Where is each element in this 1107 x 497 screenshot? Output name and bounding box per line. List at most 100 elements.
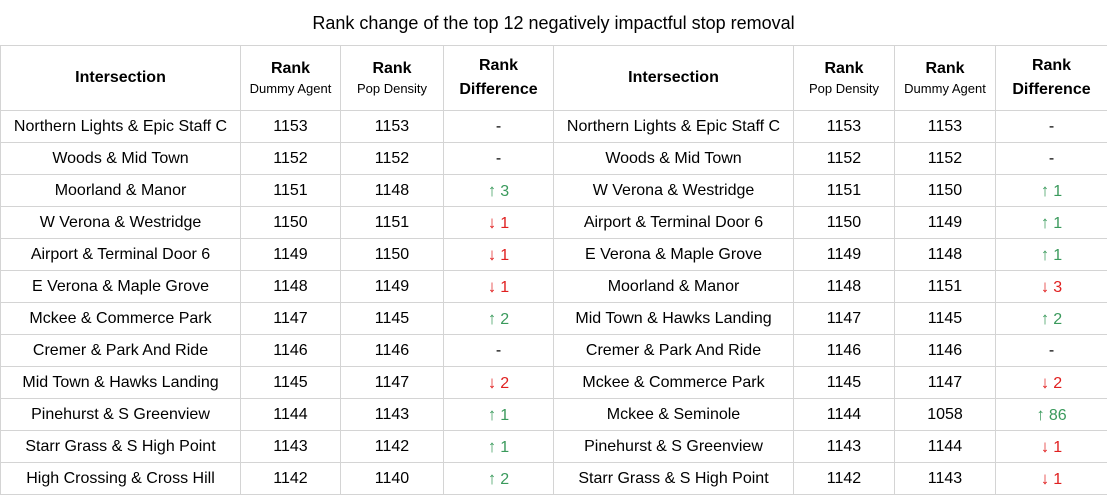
arrow-down-icon: ↓ xyxy=(1040,372,1050,392)
right-rank-pop-cell: 1145 xyxy=(793,366,895,399)
right-rank-dummy-cell: 1058 xyxy=(894,398,996,431)
rank-difference-value: 2 xyxy=(1053,374,1063,392)
left-rank-difference-cell: ↓ 1 xyxy=(443,270,554,303)
left-rank-dummy-cell: 1151 xyxy=(240,174,341,207)
left-rank-pop-cell: 1151 xyxy=(340,206,444,239)
right-intersection-cell: Mckee & Seminole xyxy=(553,398,794,431)
left-rank-difference-cell: - xyxy=(443,142,554,175)
left-intersection-cell: Mckee & Commerce Park xyxy=(0,302,241,335)
left-rank-pop-cell: 1147 xyxy=(340,366,444,399)
right-intersection-header: Intersection xyxy=(553,46,794,111)
arrow-up-icon: ↑ xyxy=(1040,212,1050,232)
table-title: Rank change of the top 12 negatively imp… xyxy=(0,0,1107,46)
arrow-up-icon: ↑ xyxy=(487,180,497,200)
right-rank-dummy-cell: 1145 xyxy=(894,302,996,335)
arrow-up-icon: ↑ xyxy=(1036,404,1045,424)
right-rank-dummy-cell: 1150 xyxy=(894,174,996,207)
right-rank-difference-cell: ↓ 2 xyxy=(995,366,1107,399)
rank-difference-value: 86 xyxy=(1048,406,1067,424)
right-rank-difference-cell: - xyxy=(995,142,1107,175)
left-rank-difference-cell: ↑ 3 xyxy=(443,174,554,207)
left-rank-dummy-cell: 1144 xyxy=(240,398,341,431)
arrow-up-icon: ↑ xyxy=(1040,308,1050,328)
left-rank-difference-header: Rank Difference xyxy=(443,46,554,111)
rank-difference-value: 1 xyxy=(1053,182,1063,200)
rank-difference-value: 1 xyxy=(1053,246,1063,264)
right-rank-pop-cell: 1152 xyxy=(793,142,895,175)
left-intersection-cell: Northern Lights & Epic Staff C xyxy=(0,110,241,143)
arrow-down-icon: ↓ xyxy=(1040,436,1050,456)
right-rank-pop-cell: 1153 xyxy=(793,110,895,143)
rank-difference-value: 3 xyxy=(500,182,510,200)
arrow-up-icon: ↑ xyxy=(1040,180,1050,200)
arrow-up-icon: ↑ xyxy=(487,468,497,488)
left-intersection-cell: Woods & Mid Town xyxy=(0,142,241,175)
right-rank-pop-cell: 1150 xyxy=(793,206,895,239)
rank-difference-value: 1 xyxy=(500,438,510,456)
rank-difference-value: 2 xyxy=(500,470,510,488)
left-rank-pop-header: Rank Pop Density xyxy=(340,46,444,111)
right-rank-difference-cell: ↑ 86 xyxy=(995,398,1107,431)
left-rank-pop-cell: 1150 xyxy=(340,238,444,271)
left-intersection-cell: Pinehurst & S Greenview xyxy=(0,398,241,431)
right-rank-pop-cell: 1143 xyxy=(793,430,895,463)
left-rank-dummy-cell: 1149 xyxy=(240,238,341,271)
rank-difference-value: 1 xyxy=(500,214,510,232)
left-rank-dummy-cell: 1142 xyxy=(240,462,341,495)
left-rank-pop-cell: 1142 xyxy=(340,430,444,463)
right-rank-dummy-cell: 1147 xyxy=(894,366,996,399)
table-row: Cremer & Park And Ride 1146 1146- Cremer & … xyxy=(0,334,1107,367)
right-rank-difference-cell: ↑ 1 xyxy=(995,238,1107,271)
right-rank-difference-cell: - xyxy=(995,334,1107,367)
rank-difference-value: 1 xyxy=(1053,470,1063,488)
rank-difference-value: - xyxy=(1048,341,1055,359)
table-row: High Crossing & Cross Hill 1142 1140 ↑ 2 Star… xyxy=(0,462,1107,495)
rank-difference-value: - xyxy=(495,117,502,135)
left-rank-dummy-header: Rank Dummy Agent xyxy=(240,46,341,111)
right-rank-difference-cell: ↓ 3 xyxy=(995,270,1107,303)
table-row: Starr Grass & S High Point 1143 1142 ↑ 1 Pine… xyxy=(0,430,1107,463)
left-rank-pop-cell: 1153 xyxy=(340,110,444,143)
left-rank-difference-cell: ↑ 2 xyxy=(443,462,554,495)
left-rank-dummy-cell: 1147 xyxy=(240,302,341,335)
left-intersection-cell: W Verona & Westridge xyxy=(0,206,241,239)
table-row: Moorland & Manor 1151 1148 ↑ 3 W Verona & Wes… xyxy=(0,174,1107,207)
left-intersection-cell: Airport & Terminal Door 6 xyxy=(0,238,241,271)
right-rank-dummy-cell: 1152 xyxy=(894,142,996,175)
left-rank-pop-cell: 1149 xyxy=(340,270,444,303)
rank-difference-value: 1 xyxy=(500,406,510,424)
right-rank-dummy-cell: 1148 xyxy=(894,238,996,271)
left-rank-difference-cell: ↑ 1 xyxy=(443,430,554,463)
rank-difference-value: 2 xyxy=(500,310,510,328)
left-rank-pop-cell: 1145 xyxy=(340,302,444,335)
rank-difference-value: - xyxy=(1048,117,1055,135)
right-intersection-cell: Mid Town & Hawks Landing xyxy=(553,302,794,335)
left-rank-pop-cell: 1148 xyxy=(340,174,444,207)
right-rank-difference-cell: ↑ 1 xyxy=(995,174,1107,207)
left-rank-difference-cell: - xyxy=(443,334,554,367)
right-rank-pop-cell: 1148 xyxy=(793,270,895,303)
arrow-down-icon: ↓ xyxy=(487,276,497,296)
table-row: Mckee & Commerce Park 1147 1145 ↑ 2 Mid Town … xyxy=(0,302,1107,335)
arrow-down-icon: ↓ xyxy=(487,372,497,392)
left-rank-pop-cell: 1140 xyxy=(340,462,444,495)
right-intersection-cell: Mckee & Commerce Park xyxy=(553,366,794,399)
right-rank-difference-cell: ↑ 1 xyxy=(995,206,1107,239)
rank-difference-value: - xyxy=(495,149,502,167)
table-row: W Verona & Westridge 1150 1151 ↓ 1 Airport & … xyxy=(0,206,1107,239)
arrow-up-icon: ↑ xyxy=(1040,244,1050,264)
right-intersection-cell: Woods & Mid Town xyxy=(553,142,794,175)
right-rank-pop-cell: 1151 xyxy=(793,174,895,207)
right-rank-difference-cell: ↑ 2 xyxy=(995,302,1107,335)
table-row: E Verona & Maple Grove 1148 1149 ↓ 1 Moorland… xyxy=(0,270,1107,303)
right-rank-difference-header: Rank Difference xyxy=(995,46,1107,111)
left-rank-difference-cell: ↓ 2 xyxy=(443,366,554,399)
arrow-down-icon: ↓ xyxy=(1040,468,1050,488)
rank-difference-value: 1 xyxy=(500,246,510,264)
table-row: Pinehurst & S Greenview 1144 1143 ↑ 1 Mckee &… xyxy=(0,398,1107,431)
right-rank-dummy-cell: 1151 xyxy=(894,270,996,303)
left-intersection-cell: E Verona & Maple Grove xyxy=(0,270,241,303)
table-row: Woods & Mid Town 1152 1152- Woods & Mid Tow… xyxy=(0,142,1107,175)
right-intersection-cell: Moorland & Manor xyxy=(553,270,794,303)
